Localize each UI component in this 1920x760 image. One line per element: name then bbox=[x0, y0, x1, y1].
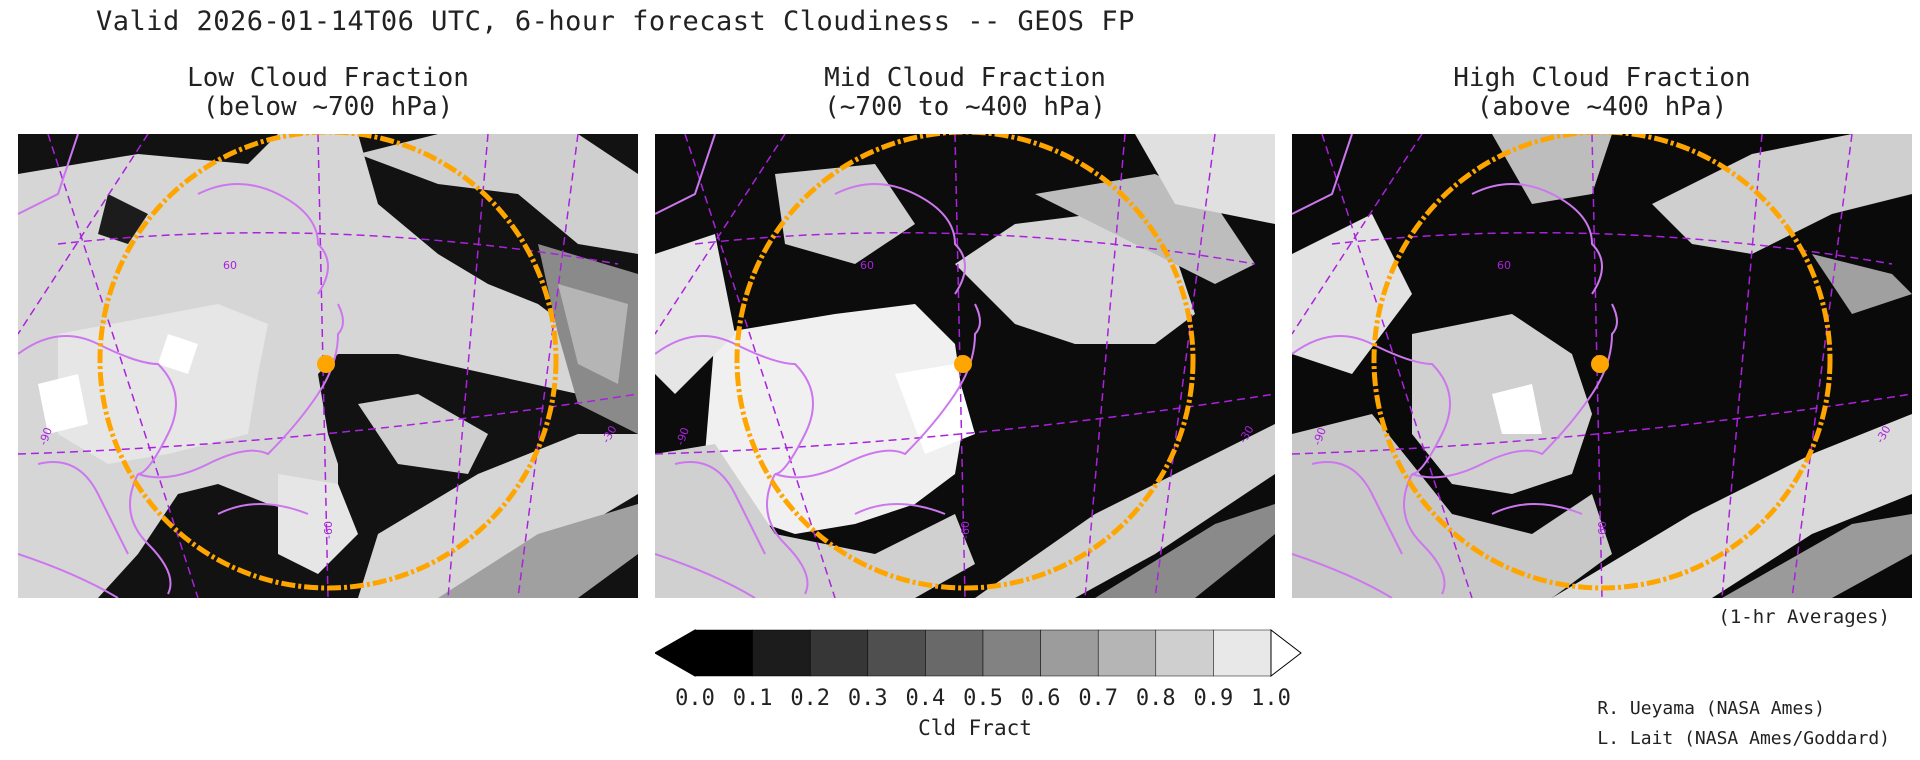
colorbar-cell bbox=[1155, 629, 1214, 677]
colorbar-cell bbox=[752, 629, 811, 677]
colorbar bbox=[653, 628, 1305, 682]
colorbar-tick-label: 0.3 bbox=[847, 686, 888, 711]
range-ring bbox=[734, 134, 1196, 591]
panel-title-high: High Cloud Fraction (above ~400 hPa) bbox=[1292, 64, 1912, 122]
colorbar-cell bbox=[694, 629, 753, 677]
colorbar-cell bbox=[1040, 629, 1099, 677]
credit-line-1: R. Ueyama (NASA Ames) bbox=[1597, 698, 1825, 719]
colorbar-tick-label: 0.5 bbox=[963, 686, 1003, 711]
colorbar-unit-label: Cld Fract bbox=[918, 716, 1032, 740]
range-ring bbox=[97, 134, 559, 591]
grid-label-lat: 60 bbox=[223, 259, 237, 272]
colorbar-tick-label: 1.0 bbox=[1251, 686, 1291, 711]
site-marker bbox=[1591, 355, 1609, 373]
panel-title-low: Low Cloud Fraction (below ~700 hPa) bbox=[18, 64, 638, 122]
grid-label-lon-bottom: -60 bbox=[959, 521, 972, 539]
grid-label-lon-left: -90 bbox=[37, 426, 55, 447]
colorbar-over-arrow bbox=[1270, 628, 1302, 678]
panel-title-high-line2: (above ~400 hPa) bbox=[1476, 92, 1728, 122]
site-marker bbox=[954, 355, 972, 373]
colorbar-tick-label: 0.1 bbox=[732, 686, 773, 711]
credit-line-2: L. Lait (NASA Ames/Goddard) bbox=[1597, 728, 1890, 749]
map-panel-mid-cloud: 60 -90 -60 -30 bbox=[655, 134, 1275, 598]
colorbar-cell bbox=[1213, 629, 1272, 677]
cloud-fraction-field bbox=[1292, 134, 1912, 598]
colorbar-cell bbox=[809, 629, 869, 677]
colorbar-cell bbox=[982, 629, 1041, 677]
panel-title-mid-line2: (~700 to ~400 hPa) bbox=[824, 92, 1106, 122]
colorbar-tick-label: 0.7 bbox=[1078, 686, 1119, 711]
panel-title-high-line1: High Cloud Fraction bbox=[1453, 63, 1751, 93]
credits: R. Ueyama (NASA Ames) L. Lait (NASA Ames… bbox=[1597, 694, 1890, 754]
colorbar-cell bbox=[1097, 629, 1157, 677]
grid-label-lon-bottom: -60 bbox=[1596, 521, 1609, 539]
site-marker bbox=[317, 355, 335, 373]
colorbar-tick-label: 0.6 bbox=[1020, 686, 1061, 711]
colorbar-tick-label: 0.0 bbox=[675, 686, 715, 711]
panel-title-mid-line1: Mid Cloud Fraction bbox=[824, 63, 1106, 93]
panel-title-mid: Mid Cloud Fraction (~700 to ~400 hPa) bbox=[655, 64, 1275, 122]
range-ring bbox=[1371, 134, 1833, 591]
figure-title: Valid 2026-01-14T06 UTC, 6-hour forecast… bbox=[96, 6, 1135, 37]
grid-label-lon-left: -90 bbox=[674, 426, 692, 447]
colorbar-tick-labels: 0.0 0.1 0.2 0.3 0.4 0.5 0.6 0.7 0.8 0.9 1.0 bbox=[675, 686, 1291, 714]
panel-title-low-line1: Low Cloud Fraction bbox=[187, 63, 469, 93]
grid-label-lat: 60 bbox=[860, 259, 874, 272]
colorbar-tick-label: 0.4 bbox=[905, 686, 946, 711]
colorbar-cell bbox=[925, 629, 984, 677]
grid-label-lon-bottom: -60 bbox=[322, 521, 335, 539]
averaging-note: (1-hr Averages) bbox=[1718, 606, 1890, 628]
map-panel-low-cloud: 60 -90 -60 -30 bbox=[18, 134, 638, 598]
map-panel-high-cloud: 60 -90 -60 -30 bbox=[1292, 134, 1912, 598]
colorbar-tick-label: 0.2 bbox=[790, 686, 831, 711]
grid-label-lat: 60 bbox=[1497, 259, 1511, 272]
colorbar-tick-label: 0.8 bbox=[1135, 686, 1176, 711]
colorbar-cells bbox=[694, 629, 1272, 677]
colorbar-cell bbox=[867, 629, 926, 677]
colorbar-tick-label: 0.9 bbox=[1193, 686, 1234, 711]
panel-title-low-line2: (below ~700 hPa) bbox=[202, 92, 454, 122]
grid-label-lon-left: -90 bbox=[1311, 426, 1329, 447]
colorbar-under-arrow bbox=[653, 629, 696, 677]
